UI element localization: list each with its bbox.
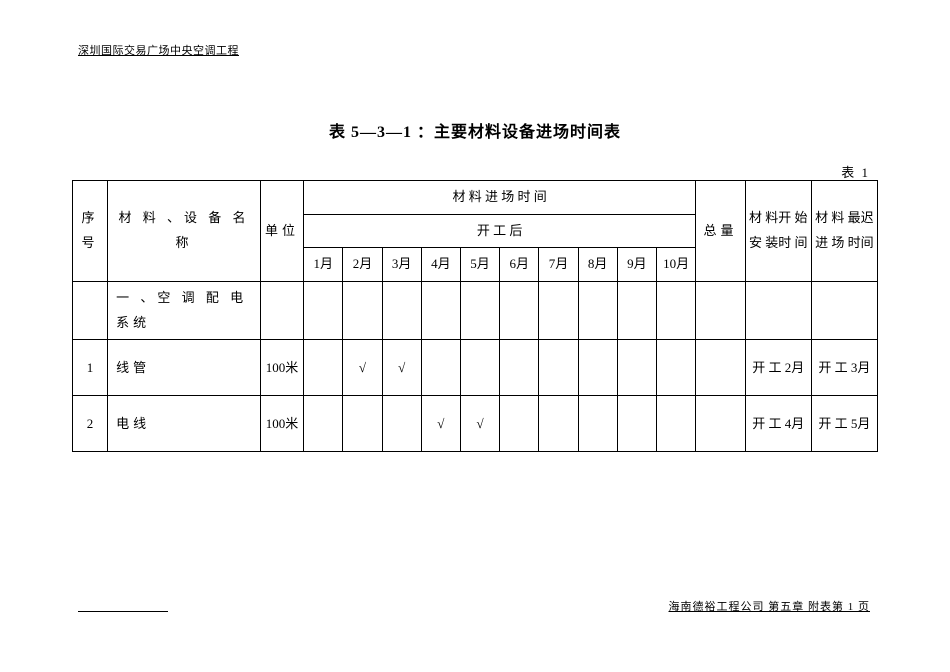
cell-month xyxy=(656,396,695,452)
page-title: 表 5—3—1 ：主要材料设备进场时间表 xyxy=(0,118,950,142)
cell-month xyxy=(656,340,695,396)
cell-month xyxy=(656,282,695,340)
col-total: 总量 xyxy=(696,181,746,282)
cell-month xyxy=(617,282,656,340)
col-month: 10月 xyxy=(656,248,695,282)
cell-month xyxy=(304,340,343,396)
cell-unit: 100米 xyxy=(260,340,303,396)
cell-month xyxy=(578,396,617,452)
col-month: 9月 xyxy=(617,248,656,282)
col-arrival-time: 材 料 进 场 时 间 xyxy=(304,181,696,215)
col-month: 8月 xyxy=(578,248,617,282)
col-month: 7月 xyxy=(539,248,578,282)
cell-latest: 开 工 3月 xyxy=(811,340,877,396)
cell-unit: 100米 xyxy=(260,396,303,452)
col-unit: 单位 xyxy=(260,181,303,282)
col-month: 4月 xyxy=(421,248,460,282)
cell-start: 开 工 4月 xyxy=(745,396,811,452)
cell-month xyxy=(578,340,617,396)
cell-month: √ xyxy=(382,340,421,396)
cell-month xyxy=(421,340,460,396)
cell-month: √ xyxy=(460,396,499,452)
table-row: 1 线管 100米 √ √ 开 工 2月 开 工 3月 xyxy=(73,340,878,396)
cell-month xyxy=(539,282,578,340)
schedule-table: 序号 材 料 、设 备 名 称 单位 材 料 进 场 时 间 总量 材 料开 始… xyxy=(72,180,878,452)
cell-month xyxy=(539,340,578,396)
cell-month xyxy=(617,340,656,396)
cell-month xyxy=(500,396,539,452)
cell-total xyxy=(696,340,746,396)
cell-start xyxy=(745,282,811,340)
cell-month xyxy=(460,282,499,340)
col-name: 材 料 、设 备 名 称 xyxy=(108,181,261,282)
col-month: 2月 xyxy=(343,248,382,282)
cell-month xyxy=(343,282,382,340)
cell-latest xyxy=(811,282,877,340)
cell-month xyxy=(578,282,617,340)
cell-total xyxy=(696,396,746,452)
col-month: 6月 xyxy=(500,248,539,282)
cell-total xyxy=(696,282,746,340)
cell-seq xyxy=(73,282,108,340)
cell-month xyxy=(539,396,578,452)
cell-month xyxy=(382,282,421,340)
cell-seq: 1 xyxy=(73,340,108,396)
cell-month xyxy=(304,396,343,452)
header-project: 深圳国际交易广场中央空调工程 xyxy=(78,42,359,58)
cell-start: 开 工 2月 xyxy=(745,340,811,396)
col-latest-arrival: 材 料 最迟进 场 时间 xyxy=(811,181,877,282)
cell-month xyxy=(500,282,539,340)
cell-month xyxy=(382,396,421,452)
cell-month xyxy=(343,396,382,452)
cell-name: 一 、空 调 配 电 系统 xyxy=(108,282,261,340)
col-after-start: 开 工 后 xyxy=(304,214,696,248)
cell-name: 电线 xyxy=(108,396,261,452)
cell-month xyxy=(304,282,343,340)
footer-left-rule xyxy=(78,611,168,612)
cell-name: 线管 xyxy=(108,340,261,396)
col-seq: 序号 xyxy=(73,181,108,282)
cell-month xyxy=(617,396,656,452)
cell-month xyxy=(421,282,460,340)
table-row: 2 电线 100米 √ √ 开 工 4月 开 工 5月 xyxy=(73,396,878,452)
cell-month xyxy=(460,340,499,396)
col-month: 3月 xyxy=(382,248,421,282)
cell-unit xyxy=(260,282,303,340)
col-month: 1月 xyxy=(304,248,343,282)
cell-month: √ xyxy=(421,396,460,452)
cell-seq: 2 xyxy=(73,396,108,452)
table-number-label: 表 1 xyxy=(841,162,870,181)
cell-month xyxy=(500,340,539,396)
cell-month: √ xyxy=(343,340,382,396)
schedule-table-wrap: 序号 材 料 、设 备 名 称 单位 材 料 进 场 时 间 总量 材 料开 始… xyxy=(72,180,878,452)
footer-right-text: 海南德裕工程公司 第五章 附表第 1 页 xyxy=(669,598,871,614)
col-month: 5月 xyxy=(460,248,499,282)
cell-latest: 开 工 5月 xyxy=(811,396,877,452)
table-row: 一 、空 调 配 电 系统 xyxy=(73,282,878,340)
col-start-install: 材 料开 始安 装时 间 xyxy=(745,181,811,282)
